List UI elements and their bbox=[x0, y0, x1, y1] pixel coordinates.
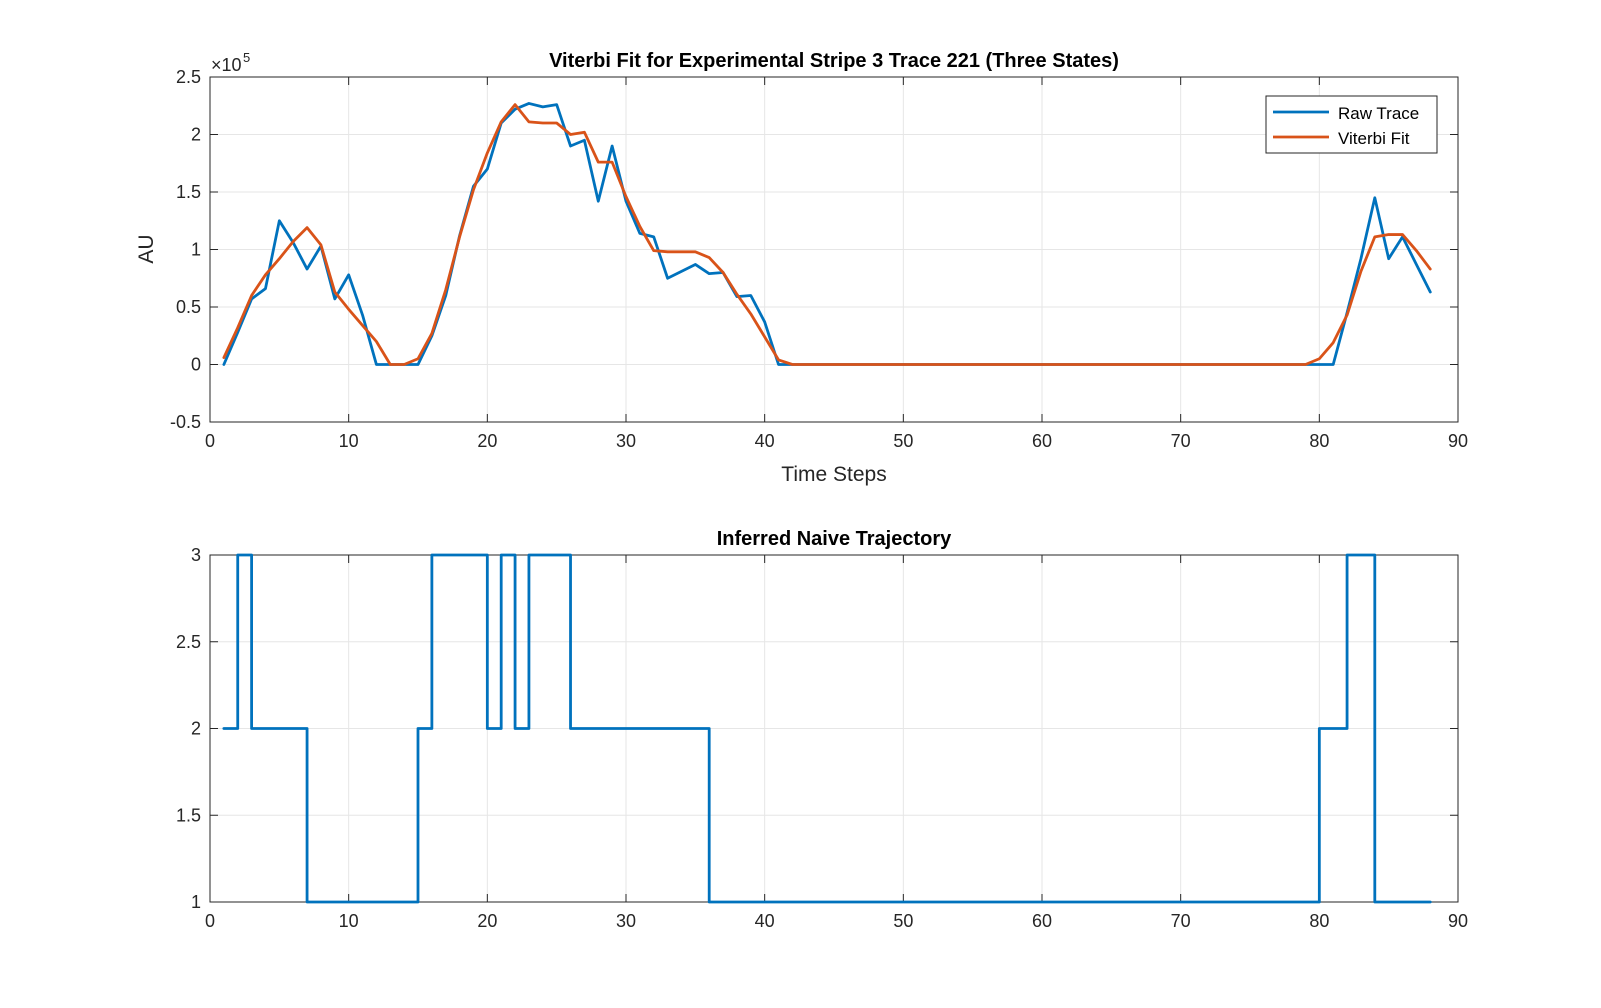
viterbi-fit-line bbox=[222, 103, 1432, 366]
y-tick-label: 3 bbox=[191, 545, 201, 565]
x-tick-label: 20 bbox=[477, 431, 497, 451]
y-tick-label: 2.5 bbox=[176, 67, 201, 87]
top-chart-title: Viterbi Fit for Experimental Stripe 3 Tr… bbox=[549, 50, 1119, 72]
x-tick-label: 10 bbox=[339, 911, 359, 931]
y-exponent-label: ×10 5 bbox=[211, 50, 250, 75]
bottom-axes: 0 10 20 30 40 50 60 70 80 90 1 1.5 2 2.5 3 Inferred Na… bbox=[176, 528, 1468, 931]
legend-box bbox=[1265, 95, 1438, 154]
legend: Raw Trace Viterbi Fit bbox=[1265, 95, 1438, 154]
x-tick-label: 50 bbox=[893, 431, 913, 451]
x-tick-label: 50 bbox=[893, 911, 913, 931]
y-tick-label: 1 bbox=[191, 240, 201, 260]
y-tick-label: 2 bbox=[191, 719, 201, 739]
x-tick-label: 40 bbox=[755, 911, 775, 931]
x-tick-label: 80 bbox=[1309, 431, 1329, 451]
top-x-axis-label: Time Steps bbox=[781, 463, 886, 486]
x-tick-label: 90 bbox=[1448, 431, 1468, 451]
x-tick-label: 60 bbox=[1032, 911, 1052, 931]
raw-trace-line bbox=[222, 102, 1432, 366]
x-tick-label: 40 bbox=[755, 431, 775, 451]
y-exponent-power: 5 bbox=[243, 50, 250, 65]
x-tick-label: 60 bbox=[1032, 431, 1052, 451]
bottom-series bbox=[222, 553, 1432, 904]
y-exponent-base: ×10 bbox=[211, 55, 242, 75]
y-tick-label: 0 bbox=[191, 355, 201, 375]
x-tick-label: 30 bbox=[616, 911, 636, 931]
y-tick-label: 1.5 bbox=[176, 182, 201, 202]
x-tick-label: 20 bbox=[477, 911, 497, 931]
y-tick-label: 2.5 bbox=[176, 632, 201, 652]
top-axes: 0 10 20 30 40 50 60 70 80 90-0.500.511.522.5 Vite… bbox=[135, 50, 1468, 486]
legend-viterbi-fit-label: Viterbi Fit bbox=[1338, 129, 1410, 148]
top-ticks: 0 10 20 30 40 50 60 70 80 90-0.500.511.522.5 bbox=[170, 67, 1468, 451]
top-y-axis-label: AU bbox=[135, 234, 158, 263]
bottom-chart-title: Inferred Naive Trajectory bbox=[717, 528, 952, 550]
x-tick-label: 70 bbox=[1171, 431, 1191, 451]
state-trajectory-line bbox=[222, 553, 1432, 904]
y-tick-label: 1.5 bbox=[176, 805, 201, 825]
x-tick-label: 70 bbox=[1171, 911, 1191, 931]
x-tick-label: 90 bbox=[1448, 911, 1468, 931]
x-tick-label: 30 bbox=[616, 431, 636, 451]
y-tick-label: 0.5 bbox=[176, 297, 201, 317]
y-tick-label: -0.5 bbox=[170, 412, 201, 432]
x-tick-label: 10 bbox=[339, 431, 359, 451]
x-tick-label: 80 bbox=[1309, 911, 1329, 931]
bottom-ticks: 0 10 20 30 40 50 60 70 80 90 1 1.5 2 2.5 3 bbox=[176, 545, 1468, 931]
x-tick-label: 0 bbox=[205, 431, 215, 451]
x-tick-label: 0 bbox=[205, 911, 215, 931]
y-tick-label: 1 bbox=[191, 892, 201, 912]
legend-raw-trace-label: Raw Trace bbox=[1338, 104, 1419, 123]
top-series bbox=[222, 102, 1432, 366]
y-tick-label: 2 bbox=[191, 125, 201, 145]
